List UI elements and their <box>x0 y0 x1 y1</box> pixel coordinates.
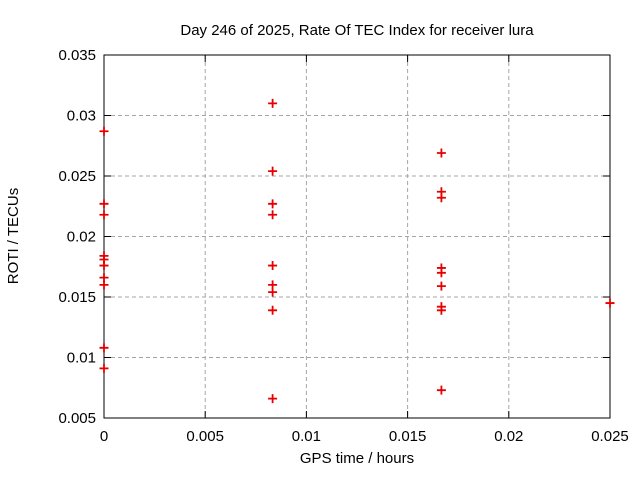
y-tick-label: 0.02 <box>67 229 96 246</box>
data-point-marker <box>268 210 278 220</box>
data-point-marker <box>268 98 278 108</box>
data-point-marker <box>99 126 109 136</box>
chart-title: Day 246 of 2025, Rate Of TEC Index for r… <box>180 22 534 39</box>
data-point-marker <box>99 280 109 290</box>
data-point-marker <box>268 166 278 176</box>
y-axis-label: ROTI / TECUs <box>5 188 22 284</box>
data-point-marker <box>436 281 446 291</box>
y-tick-label: 0.03 <box>67 108 96 125</box>
x-tick-label: 0.005 <box>186 428 224 445</box>
data-point-marker <box>268 199 278 209</box>
data-points <box>99 98 615 404</box>
y-tick-label: 0.025 <box>58 168 96 185</box>
data-point-marker <box>605 298 615 308</box>
x-tick-label: 0.01 <box>292 428 321 445</box>
data-point-marker <box>436 148 446 158</box>
data-point-marker <box>436 268 446 278</box>
x-tick-label: 0.025 <box>591 428 629 445</box>
data-point-marker <box>268 261 278 271</box>
data-point-marker <box>99 210 109 220</box>
y-tick-label: 0.01 <box>67 350 96 367</box>
x-axis-label: GPS time / hours <box>300 450 414 467</box>
y-tick-label: 0.035 <box>58 47 96 64</box>
x-tick-label: 0.02 <box>494 428 523 445</box>
axis-ticks <box>103 54 611 419</box>
grid-lines <box>104 55 610 418</box>
data-point-marker <box>99 261 109 271</box>
data-point-marker <box>436 305 446 315</box>
data-point-marker <box>99 343 109 353</box>
data-point-marker <box>268 305 278 315</box>
y-tick-label: 0.015 <box>58 289 96 306</box>
y-tick-label: 0.005 <box>58 410 96 427</box>
data-point-marker <box>436 385 446 395</box>
data-point-marker <box>268 287 278 297</box>
data-point-marker <box>436 193 446 203</box>
x-tick-label: 0 <box>100 428 108 445</box>
x-tick-label: 0.015 <box>389 428 427 445</box>
data-point-marker <box>268 394 278 404</box>
data-point-marker <box>99 199 109 209</box>
data-point-marker <box>99 363 109 373</box>
